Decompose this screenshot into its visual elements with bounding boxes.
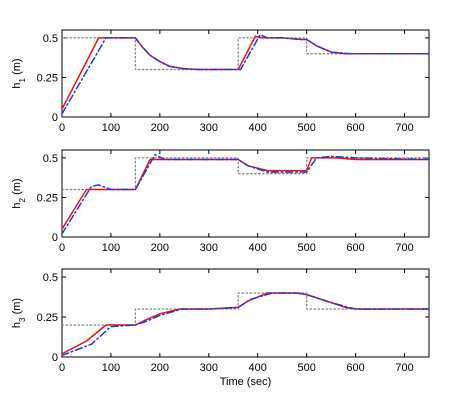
series-group	[62, 292, 429, 357]
x-tick-label: 0	[59, 362, 65, 374]
y-tick-label: 0.5	[43, 153, 58, 165]
x-tick-label: 500	[297, 242, 315, 254]
x-tick-label: 400	[249, 242, 267, 254]
y-tick-label: 0.25	[37, 72, 58, 84]
x-tick-label: 200	[151, 242, 169, 254]
x-tick-label: 100	[102, 362, 120, 374]
subplot-3: 0 100 200 300 400 500 600 700 0 0.25 0.5 h3 (m) Time…	[11, 268, 430, 388]
x-tick-label: 100	[102, 242, 120, 254]
subplot-2: 0 100 200 300 400 500 600 700 0 0.25 0.5 h2 (m)	[11, 149, 430, 254]
subplot-1: 0 100 200 300 400 500 600 700 0 0.25 0.5 h1 (m)	[11, 29, 430, 134]
x-tick-label: 200	[151, 122, 169, 134]
y-tick-label: 0	[52, 232, 58, 244]
series-line-solid	[62, 157, 429, 230]
axes-frame	[61, 29, 430, 118]
x-tick-label: 600	[346, 242, 364, 254]
x-tick-label: 0	[59, 242, 65, 254]
x-tick-label: 600	[346, 122, 364, 134]
series-line-dotted	[62, 292, 429, 326]
x-tick-label: 600	[346, 362, 364, 374]
series-line-solid	[62, 292, 429, 355]
y-axis-label: h1 (m)	[11, 58, 27, 88]
x-axis-label: Time (sec)	[220, 376, 272, 388]
x-tick-label: 700	[395, 362, 413, 374]
x-tick-label: 300	[200, 242, 218, 254]
y-tick-label: 0.5	[43, 272, 58, 284]
x-tick-label: 500	[297, 122, 315, 134]
x-tick-label: 200	[151, 362, 169, 374]
x-tick-label: 500	[297, 362, 315, 374]
x-tick-label: 100	[102, 122, 120, 134]
y-tick-label: 0.25	[37, 192, 58, 204]
y-tick-label: 0.25	[37, 312, 58, 324]
y-tick-label: 0	[52, 112, 58, 124]
series-line-dotted	[62, 37, 429, 71]
y-tick-label: 0	[52, 352, 58, 364]
x-tick-label: 700	[395, 242, 413, 254]
axes-frame	[61, 149, 430, 238]
series-line-solid	[62, 35, 429, 110]
series-line-dashdot	[62, 153, 429, 235]
y-axis-label: h2 (m)	[11, 178, 27, 208]
x-tick-label: 300	[200, 362, 218, 374]
x-tick-label: 0	[59, 122, 65, 134]
axes-frame	[61, 268, 430, 358]
series-line-dotted	[62, 157, 429, 191]
y-axis-label: h3 (m)	[11, 298, 27, 328]
x-tick-label: 400	[249, 362, 267, 374]
x-tick-label: 300	[200, 122, 218, 134]
y-tick-label: 0.5	[43, 33, 58, 45]
series-group	[62, 153, 429, 235]
x-tick-label: 700	[395, 122, 413, 134]
series-line-dashdot	[62, 33, 429, 115]
series-line-dashdot	[62, 292, 429, 357]
x-tick-label: 400	[249, 122, 267, 134]
series-group	[62, 33, 429, 115]
